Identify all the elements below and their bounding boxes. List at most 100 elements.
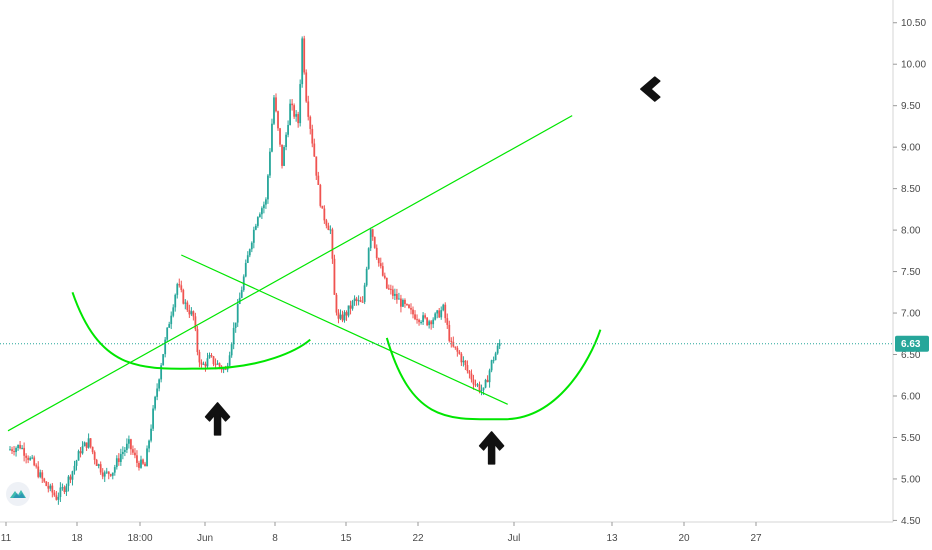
candle: [182, 288, 185, 305]
candle: [91, 446, 94, 455]
candle: [410, 303, 412, 315]
time-axis[interactable]: 11 18 18:00 Jun 8 15 22 Jul 13 20 27: [1, 522, 762, 544]
candle: [359, 296, 362, 303]
arrow-up-icon[interactable]: [478, 431, 505, 465]
candle: [188, 304, 191, 318]
candle: [470, 369, 473, 383]
candle: [138, 460, 140, 471]
x-tick-label: 20: [678, 533, 690, 544]
candle: [13, 445, 15, 456]
last-price-marker: 6.63: [0, 335, 929, 352]
candle: [327, 222, 330, 231]
candle: [107, 471, 110, 480]
candle: [367, 247, 370, 270]
candle: [11, 446, 13, 455]
candle: [391, 285, 394, 300]
candle: [256, 216, 259, 228]
candle: [61, 483, 64, 491]
candle: [337, 309, 340, 324]
candle: [87, 433, 90, 449]
candle: [154, 395, 156, 411]
candle: [115, 455, 118, 470]
candle: [21, 445, 24, 450]
candle: [430, 319, 433, 330]
candle: [450, 337, 453, 348]
candle: [168, 321, 171, 328]
candle: [269, 148, 271, 179]
candle: [347, 305, 350, 318]
candle: [234, 322, 237, 333]
candle: [210, 353, 213, 358]
candle: [170, 311, 173, 330]
candle: [111, 472, 114, 480]
x-tick-label: 15: [340, 533, 352, 544]
ascending-trendline[interactable]: [7, 115, 573, 432]
candle: [345, 310, 348, 321]
candle: [484, 378, 487, 389]
candle: [333, 254, 336, 295]
candle: [244, 259, 247, 278]
candle: [422, 312, 424, 326]
candle: [385, 277, 388, 290]
candle: [23, 442, 26, 462]
candle: [85, 442, 88, 451]
candle: [454, 346, 457, 350]
candle: [236, 299, 239, 327]
candle: [47, 481, 50, 493]
candle: [204, 361, 207, 372]
candle: [246, 251, 249, 264]
candle: [31, 454, 34, 460]
y-tick-label: 6.50: [901, 350, 921, 361]
candle: [383, 272, 386, 280]
candle: [351, 299, 354, 311]
candle: [488, 368, 491, 388]
descending-trendline[interactable]: [181, 254, 508, 405]
tradingview-logo[interactable]: [6, 482, 30, 506]
candle: [365, 266, 368, 287]
candle: [194, 312, 197, 332]
candle: [371, 228, 374, 241]
candle: [402, 298, 404, 308]
candle: [119, 448, 122, 466]
candle: [462, 356, 465, 367]
candle: [99, 461, 102, 475]
candle: [486, 375, 489, 383]
x-tick-label: 13: [606, 533, 618, 544]
candle: [343, 310, 346, 323]
candle: [41, 470, 44, 484]
candle: [83, 441, 86, 447]
candle: [89, 438, 92, 449]
left-cup-curve[interactable]: [71, 291, 311, 370]
drawing-annotations: [7, 76, 661, 465]
y-tick-label: 7.50: [901, 267, 921, 278]
candle: [134, 448, 136, 459]
x-tick-label: 8: [272, 533, 278, 544]
x-tick-label: Jun: [197, 533, 213, 544]
price-axis[interactable]: 4.50 5.00 5.50 6.00 6.50 7.00 7.50 8.00 8.50 9.00…: [893, 18, 926, 527]
candle: [496, 342, 499, 355]
right-cup-curve[interactable]: [385, 329, 602, 421]
candle: [432, 317, 435, 329]
candle: [273, 94, 275, 126]
candle: [442, 303, 445, 312]
arrow-left-icon[interactable]: [640, 76, 661, 102]
candle: [263, 201, 265, 214]
y-tick-label: 9.50: [901, 101, 921, 112]
candle: [192, 310, 195, 321]
candle: [230, 342, 233, 358]
last-price-label: 6.63: [901, 339, 921, 350]
candle: [37, 461, 40, 479]
candle: [373, 236, 376, 249]
candle: [45, 481, 48, 487]
candle: [101, 468, 104, 480]
candle: [132, 445, 134, 455]
candle: [498, 339, 501, 350]
candle: [436, 309, 439, 319]
candlestick-series: [9, 35, 501, 505]
candle: [375, 244, 378, 260]
candle: [331, 227, 334, 264]
arrow-up-icon[interactable]: [204, 402, 231, 436]
candle: [51, 483, 54, 498]
candle: [166, 327, 169, 343]
